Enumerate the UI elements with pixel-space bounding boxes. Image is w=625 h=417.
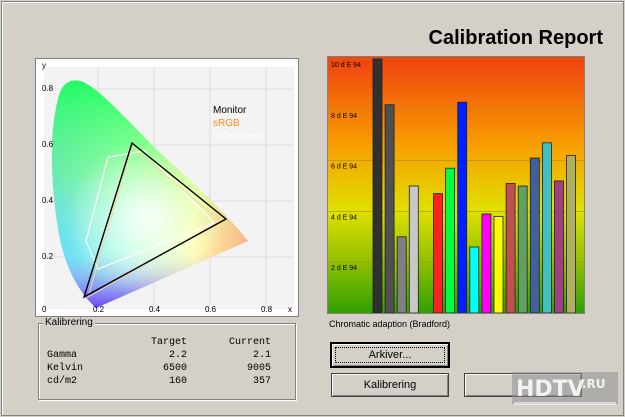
kalibrering-group: Kalibrering Target Current Gamma 2.2 2.1… <box>38 317 296 400</box>
table-row: Kelvin 6500 9005 <box>47 362 271 375</box>
delta-e-tick-label: 10 d E 94 <box>331 62 361 69</box>
delta-e-bar <box>396 236 407 313</box>
cie-legend: Monitor sRGB ISOcoated <box>213 104 260 143</box>
delta-e-background <box>328 57 584 313</box>
delta-e-bar <box>372 58 383 313</box>
legend-entry-isocoated: ISOcoated <box>213 131 261 142</box>
delta-e-bar <box>517 185 528 313</box>
kalibrering-button-label: Kalibrering <box>363 379 417 391</box>
table-cell: cd/m2 <box>47 376 78 387</box>
cie-x-tick: 0.8 <box>261 305 273 314</box>
delta-e-bar <box>541 142 552 313</box>
legend-entry-srgb: sRGB <box>213 118 240 129</box>
focus-rect <box>335 347 445 363</box>
table-header-cell: Target <box>150 337 187 348</box>
delta-e-bar <box>481 213 492 313</box>
table-cell: 6500 <box>162 363 187 374</box>
cie-diagram: y x 0.8 0.6 0.4 0.2 0 0.2 0.4 0.6 0.8 <box>35 58 299 317</box>
table-header-cell <box>47 336 127 349</box>
cie-y-tick: 0.8 <box>42 84 54 93</box>
cie-y-axis-label: y <box>42 61 46 70</box>
legend-entry-monitor: Monitor <box>213 105 247 116</box>
cie-plot <box>44 67 294 309</box>
chromatic-adaption-label: Chromatic adaption (Bradford) <box>329 319 451 329</box>
cie-y-tick: 0.2 <box>42 252 54 261</box>
arkiver-button[interactable]: Arkiver... <box>330 342 450 368</box>
table-row: cd/m2 160 357 <box>47 375 271 388</box>
cie-y-tick: 0.4 <box>42 196 54 205</box>
delta-e-tick-label: 2 d E 94 <box>331 265 357 272</box>
svg-text:HDTV: HDTV <box>516 377 585 402</box>
delta-e-bar <box>433 193 443 313</box>
hdtv-logo: HDTV .RU <box>510 370 622 410</box>
table-cell: 2.1 <box>252 350 271 361</box>
table-cell: 160 <box>168 376 187 387</box>
arkiver-button-label: Arkiver... <box>368 349 412 361</box>
kalibrering-group-title: Kalibrering <box>43 317 95 328</box>
page-title: Calibration Report <box>428 27 603 49</box>
table-cell: Gamma <box>47 350 78 361</box>
cie-x-axis-label: x <box>288 305 292 314</box>
delta-e-bar <box>529 157 540 313</box>
delta-e-tick-label: 8 d E 94 <box>331 113 357 120</box>
delta-e-chart: 10 d E 94 8 d E 94 6 d E 94 4 d E 94 2 d E 9… <box>327 56 585 314</box>
monitor-gamut <box>82 141 228 299</box>
table-cell: 2.2 <box>168 350 187 361</box>
table-cell: Kelvin <box>47 363 84 374</box>
delta-e-bar <box>566 155 577 313</box>
delta-e-bar <box>384 104 395 313</box>
delta-e-bar <box>457 101 468 313</box>
cie-y-tick: 0.6 <box>42 140 54 149</box>
table-header-cell: Current <box>228 337 271 348</box>
table-row: Gamma 2.2 2.1 <box>47 349 271 362</box>
delta-e-bar <box>493 216 504 313</box>
hdtv-logo-graphic: HDTV .RU <box>512 372 618 405</box>
cie-x-tick: 0.2 <box>93 305 105 314</box>
kalibrering-table: Target Current Gamma 2.2 2.1 Kelvin 6500… <box>47 336 271 388</box>
svg-text:.RU: .RU <box>582 377 606 391</box>
cie-x-tick: 0.6 <box>205 305 217 314</box>
table-header-row: Target Current <box>47 336 271 349</box>
delta-e-bar <box>554 180 564 313</box>
delta-e-bar <box>408 185 419 313</box>
delta-e-bar <box>445 167 455 313</box>
kalibrering-button[interactable]: Kalibrering <box>331 373 449 397</box>
delta-e-plot: 10 d E 94 8 d E 94 6 d E 94 4 d E 94 2 d E 9… <box>328 57 584 313</box>
table-cell: 9005 <box>246 363 271 374</box>
delta-e-bar <box>505 183 516 313</box>
delta-e-tick-label: 6 d E 94 <box>331 164 357 171</box>
cie-x-tick: 0.4 <box>149 305 161 314</box>
table-cell: 357 <box>252 376 271 387</box>
delta-e-tick-label: 4 d E 94 <box>331 214 357 221</box>
cie-y-tick: 0 <box>42 305 47 314</box>
delta-e-bar <box>469 246 480 313</box>
